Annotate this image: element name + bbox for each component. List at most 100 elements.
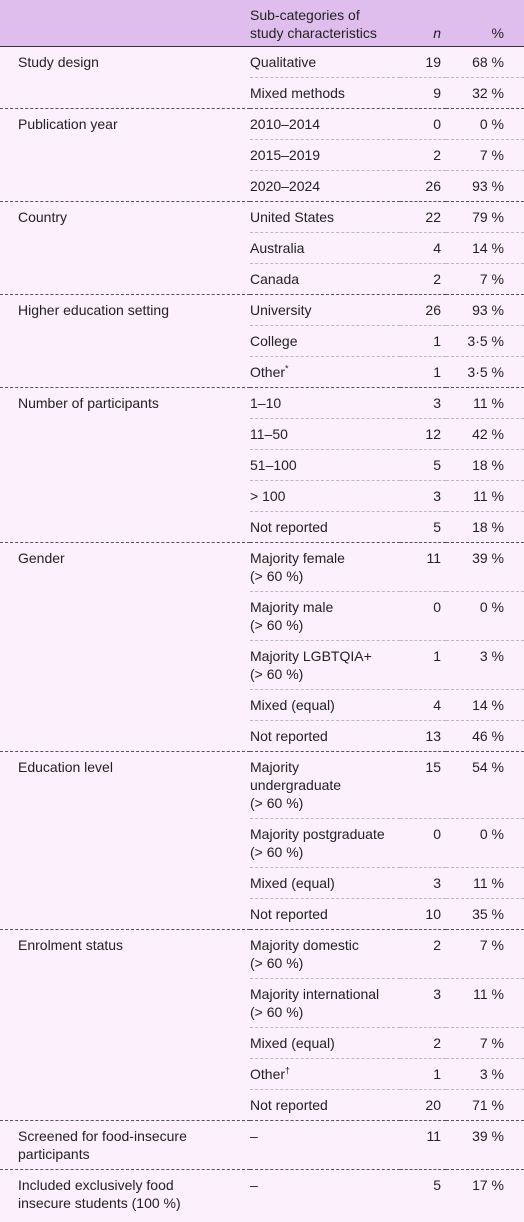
table-row: Not reported 5 18 % — [0, 511, 524, 543]
percent: 18 % — [446, 511, 524, 543]
count: 1 — [400, 325, 446, 357]
percent: 0 % — [446, 591, 524, 641]
subcategory: Mixed (equal) — [250, 1027, 400, 1059]
subcategory: United States — [250, 201, 400, 233]
subcategory: Other* — [250, 356, 400, 388]
table-row: Other† 1 3 % — [0, 1058, 524, 1090]
table-row: Mixed (equal) 2 7 % — [0, 1027, 524, 1059]
table-row: Australia 4 14 % — [0, 232, 524, 264]
subcategory: Not reported — [250, 1089, 400, 1121]
table-row: Education level Majority undergraduate (>… — [0, 751, 524, 930]
table-body: Study design Qualitative 19 68 % Mixed metho… — [0, 46, 524, 1218]
subcategory-text: Majority LGBTQIA+ (> 60 %) — [250, 648, 372, 682]
table-row: Study design Qualitative 19 68 % — [0, 46, 524, 109]
table-row: Majority male (> 60 %) 0 0 % — [0, 591, 524, 641]
table-row: Higher education setting University 26 93 % — [0, 294, 524, 388]
count: 1 — [400, 356, 446, 388]
subcategory-text: Not reported — [250, 519, 328, 535]
subcategory: 1–10 — [250, 387, 400, 419]
header-empty — [0, 0, 250, 47]
percent: 42 % — [446, 418, 524, 450]
subcategory: Not reported — [250, 898, 400, 930]
group-label: Publication year — [0, 108, 250, 202]
percent: 0 % — [446, 108, 524, 140]
count: 0 — [400, 108, 446, 140]
subcategory-text: University — [250, 302, 312, 318]
percent: 68 % — [446, 46, 524, 78]
table-row: Country United States 22 79 % — [0, 201, 524, 295]
subcategory-text: Mixed (equal) — [250, 1035, 335, 1051]
subcategory-text: Other — [250, 364, 286, 380]
table-row: Canada 2 7 % — [0, 263, 524, 295]
percent: 93 % — [446, 294, 524, 326]
percent: 32 % — [446, 77, 524, 109]
subcategory: 2010–2014 — [250, 108, 400, 140]
subcategory: Qualitative — [250, 46, 400, 78]
subcategory-text: Majority international (> 60 %) — [250, 986, 380, 1020]
percent: 7 % — [446, 929, 524, 979]
count: 4 — [400, 232, 446, 264]
table-row: Not reported 20 71 % — [0, 1089, 524, 1121]
subcategory: Majority male (> 60 %) — [250, 591, 400, 641]
count: 0 — [400, 818, 446, 868]
percent: 11 % — [446, 978, 524, 1028]
subcategory-text: Majority male (> 60 %) — [250, 599, 334, 633]
subcategory-text: Other — [250, 1066, 286, 1082]
subcategory: Mixed methods — [250, 77, 400, 109]
subcategory: 11–50 — [250, 418, 400, 450]
group-label: Education level — [0, 751, 250, 930]
header-n: n — [400, 0, 446, 47]
subcategory-text: Not reported — [250, 1097, 328, 1113]
count: 26 — [400, 294, 446, 326]
percent: 3 % — [446, 1058, 524, 1090]
table-row: > 100 3 11 % — [0, 480, 524, 512]
percent: 11 % — [446, 867, 524, 899]
table-row: Gender Majority female (> 60 %) 11 39 % — [0, 542, 524, 752]
percent: 3 % — [446, 640, 524, 690]
table-row: Majority LGBTQIA+ (> 60 %) 1 3 % — [0, 640, 524, 690]
table-row: 51–100 5 18 % — [0, 449, 524, 481]
subcategory: 2015–2019 — [250, 139, 400, 171]
table-row: Enrolment status Majority domestic (> 60 … — [0, 929, 524, 1121]
percent: 14 % — [446, 689, 524, 721]
percent: 71 % — [446, 1089, 524, 1121]
percent: 7 % — [446, 263, 524, 295]
header-row: Sub-categories of study characteristics … — [0, 0, 524, 47]
group-label: Enrolment status — [0, 929, 250, 1121]
subcategory: Mixed (equal) — [250, 867, 400, 899]
group-label: Gender — [0, 542, 250, 752]
subcategory-text: 2020–2024 — [250, 178, 321, 194]
count: 11 — [400, 1120, 446, 1170]
table-row: Publication year 2010–2014 0 0 % — [0, 108, 524, 202]
table-row: Not reported 13 46 % — [0, 720, 524, 752]
table-row: Screened for food-insecure participants –… — [0, 1120, 524, 1170]
group-label: Study design — [0, 46, 250, 109]
subcategory-text: Majority undergraduate (> 60 %) — [250, 759, 342, 811]
subcategory-text: Mixed (equal) — [250, 875, 335, 891]
count: 9 — [400, 77, 446, 109]
subcategory-text: 2010–2014 — [250, 116, 321, 132]
percent: 7 % — [446, 1027, 524, 1059]
footnote-mark: * — [285, 363, 289, 374]
table-row: College 1 3·5 % — [0, 325, 524, 357]
subcategory: Other† — [250, 1058, 400, 1090]
subcategory: College — [250, 325, 400, 357]
group-label: Country — [0, 201, 250, 295]
subcategory: University — [250, 294, 400, 326]
percent: 3·5 % — [446, 325, 524, 357]
percent: 39 % — [446, 542, 524, 592]
table-row: Not reported 10 35 % — [0, 898, 524, 930]
count: 10 — [400, 898, 446, 930]
count: 13 — [400, 720, 446, 752]
table-row: Majority international (> 60 %) 3 11 % — [0, 978, 524, 1028]
subcategory-text: Not reported — [250, 906, 328, 922]
table-row: 11–50 12 42 % — [0, 418, 524, 450]
count: 3 — [400, 387, 446, 419]
header-subcategory: Sub-categories of study characteristics — [250, 0, 400, 47]
subcategory: Australia — [250, 232, 400, 264]
count: 12 — [400, 418, 446, 450]
percent: 11 % — [446, 480, 524, 512]
count: 3 — [400, 480, 446, 512]
count: 20 — [400, 1089, 446, 1121]
